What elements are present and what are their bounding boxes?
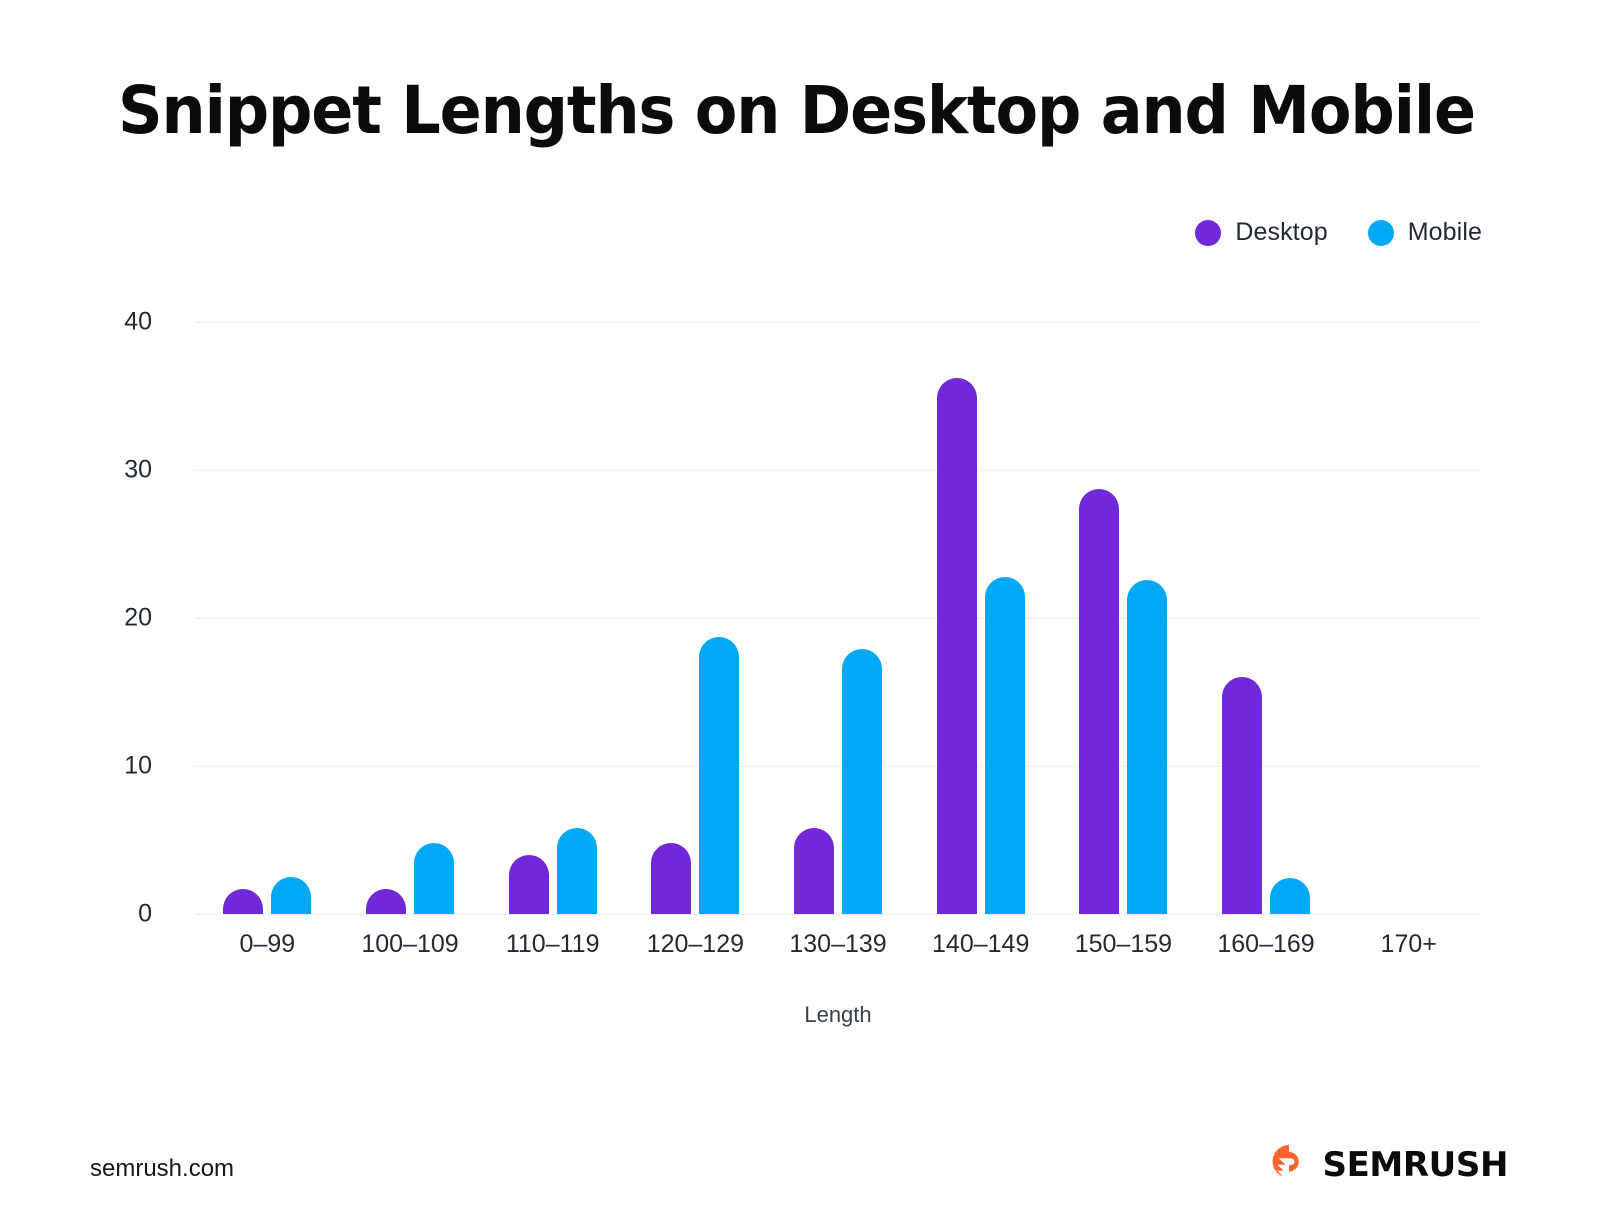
bar-groups — [196, 322, 1480, 914]
bar-desktop[interactable] — [366, 888, 406, 914]
plot-area — [196, 322, 1480, 915]
bar-group — [1337, 322, 1480, 914]
semrush-logo-icon — [1269, 1142, 1309, 1187]
bar-desktop[interactable] — [794, 828, 835, 914]
footer-url[interactable]: semrush.com — [90, 1155, 235, 1182]
y-axis-tick-label: 0 — [138, 899, 152, 928]
circle-dot-icon — [1195, 219, 1222, 246]
y-axis-tick-label: 30 — [124, 455, 152, 484]
gridline — [196, 914, 1480, 915]
chart-legend: Desktop Mobile — [1195, 218, 1482, 247]
x-axis-tick-label: 0–99 — [239, 930, 296, 958]
legend-item-mobile[interactable]: Mobile — [1367, 218, 1482, 247]
bar-desktop[interactable] — [651, 842, 692, 914]
x-axis-tick-label: 150–159 — [1074, 930, 1173, 958]
bar-group — [196, 322, 339, 914]
x-axis-tick-label: 170+ — [1380, 930, 1437, 958]
x-axis-tick-label: 160–169 — [1217, 930, 1315, 958]
gridline — [196, 322, 1480, 323]
x-axis-tick-label: 100–109 — [361, 930, 459, 958]
bar-desktop[interactable] — [508, 854, 549, 914]
bar-desktop[interactable] — [1079, 489, 1120, 914]
x-axis-title: Length — [804, 1002, 872, 1027]
x-axis-tick-label: 120–129 — [646, 930, 745, 958]
bar-group — [1195, 322, 1338, 914]
bar-desktop[interactable] — [1222, 677, 1263, 914]
legend-item-desktop[interactable]: Desktop — [1195, 218, 1328, 247]
page-title: Snippet Lengths on Desktop and Mobile — [118, 72, 1476, 149]
bar-mobile[interactable] — [1127, 579, 1168, 914]
legend-item-label: Desktop — [1235, 218, 1328, 246]
gridline — [196, 470, 1480, 471]
x-axis-labels: 0–99 100–109 110–119 120–129 130–139 140–149 1… — [196, 930, 1480, 959]
bar-group — [767, 322, 910, 914]
bar-mobile[interactable] — [984, 576, 1025, 914]
x-axis-tick-label: 130–139 — [789, 930, 887, 958]
bar-mobile[interactable] — [1270, 878, 1311, 914]
circle-dot-icon — [1367, 219, 1394, 246]
y-axis-labels: 40 30 20 10 0 — [0, 308, 174, 928]
bar-mobile[interactable] — [414, 842, 454, 914]
bar-group — [339, 322, 482, 914]
bar-desktop[interactable] — [936, 378, 977, 914]
legend-item-label: Mobile — [1407, 218, 1482, 246]
bar-desktop[interactable] — [223, 888, 264, 914]
gridline — [196, 766, 1480, 767]
bar-mobile[interactable] — [842, 649, 883, 914]
bar-mobile[interactable] — [556, 828, 597, 914]
y-axis-tick-label: 40 — [124, 307, 152, 336]
x-axis-tick-label: 110–119 — [505, 930, 600, 958]
x-axis-tick-label: 140–149 — [932, 930, 1030, 958]
brand-logo: SEMRUSH — [1269, 1142, 1508, 1187]
bar-mobile[interactable] — [699, 637, 740, 914]
bar-mobile[interactable] — [271, 877, 312, 914]
gridline — [196, 618, 1480, 619]
brand-wordmark: SEMRUSH — [1322, 1144, 1509, 1185]
bar-group — [481, 322, 624, 914]
bar-group — [909, 322, 1052, 914]
bar-group — [1052, 322, 1195, 914]
y-axis-tick-label: 20 — [124, 603, 152, 632]
y-axis-tick-label: 10 — [124, 751, 152, 780]
bar-group — [624, 322, 767, 914]
